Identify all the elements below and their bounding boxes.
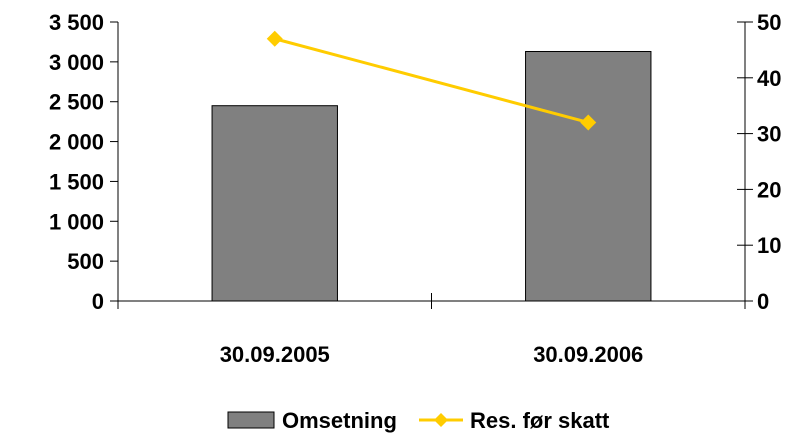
bar bbox=[211, 105, 338, 302]
y-left-tick-label: 1 000 bbox=[49, 209, 104, 234]
y-left-tick-label: 3 500 bbox=[49, 10, 104, 35]
legend-line-marker bbox=[434, 413, 448, 427]
y-right-tick-label: 30 bbox=[757, 122, 781, 147]
y-left-tick-label: 500 bbox=[67, 249, 104, 274]
x-category-label: 30.09.2005 bbox=[220, 342, 330, 367]
legend-label-res-for-skatt: Res. før skatt bbox=[470, 408, 610, 433]
bar bbox=[525, 50, 652, 302]
y-left-tick-label: 1 500 bbox=[49, 169, 104, 194]
y-left-tick-label: 2 500 bbox=[49, 90, 104, 115]
legend: Omsetning Res. før skatt bbox=[227, 408, 610, 433]
legend-bar-swatch bbox=[227, 411, 275, 429]
line-path bbox=[274, 37, 589, 124]
y-left-tick-label: 0 bbox=[92, 289, 104, 314]
line-series bbox=[266, 30, 597, 131]
tick-labels: 0 500 1 000 1 500 2 000 2 500 3 000 3 500 0 10 20 3… bbox=[49, 10, 782, 367]
axes bbox=[110, 21, 753, 309]
x-category-label: 30.09.2006 bbox=[533, 342, 643, 367]
y-right-tick-label: 10 bbox=[757, 233, 781, 258]
line-point bbox=[580, 114, 597, 131]
y-right-tick-label: 0 bbox=[757, 289, 769, 314]
y-right-tick-label: 40 bbox=[757, 66, 781, 91]
legend-label-omsetning: Omsetning bbox=[282, 408, 397, 433]
y-right-tick-label: 20 bbox=[757, 177, 781, 202]
y-right-tick-label: 50 bbox=[757, 10, 781, 35]
line-point bbox=[266, 30, 283, 47]
bar-series bbox=[211, 50, 652, 302]
y-left-tick-label: 2 000 bbox=[49, 130, 104, 155]
y-left-tick-label: 3 000 bbox=[49, 50, 104, 75]
